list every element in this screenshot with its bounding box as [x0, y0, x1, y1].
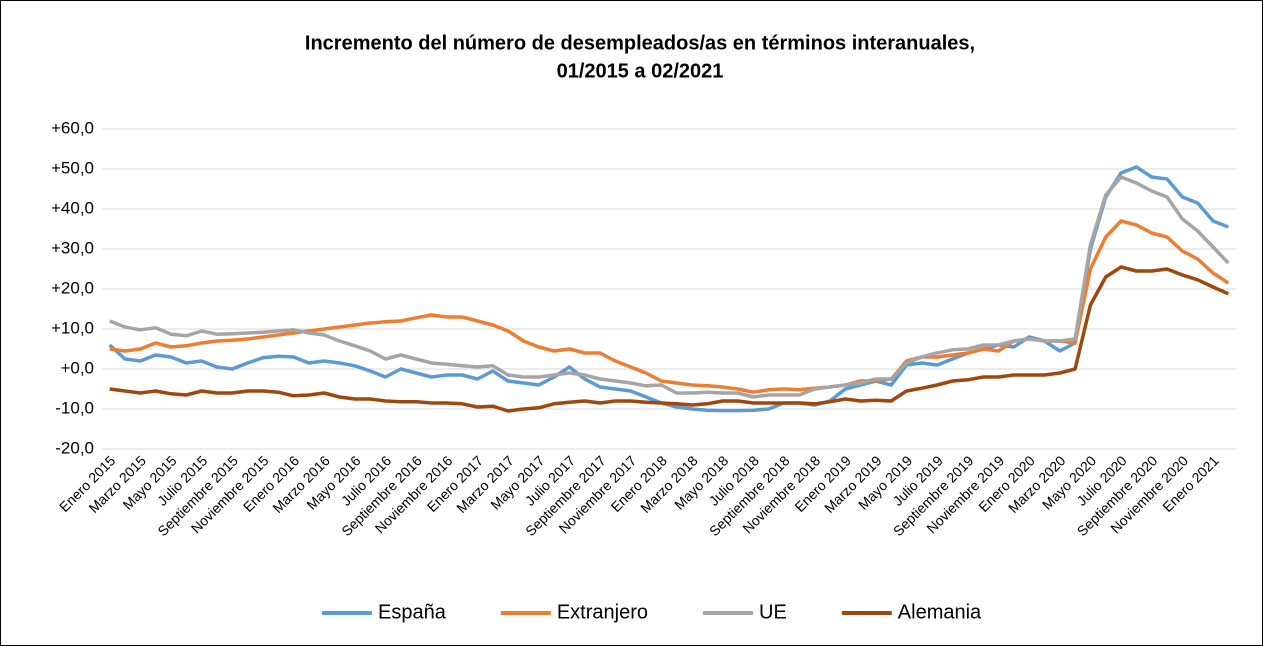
y-tick-label: +40,0	[51, 198, 94, 217]
y-tick-label: +50,0	[51, 158, 94, 177]
y-tick-label: -20,0	[55, 438, 94, 457]
y-tick-label: +60,0	[51, 118, 94, 137]
y-tick-label: +0,0	[60, 358, 94, 377]
legend-label: Alemania	[898, 601, 982, 623]
legend-label: UE	[759, 601, 787, 623]
series-line	[109, 265, 1230, 413]
y-tick-label: +30,0	[51, 238, 94, 257]
y-tick-label: +20,0	[51, 278, 94, 297]
series-line	[109, 175, 1230, 399]
legend-label: España	[378, 601, 447, 623]
chart-title: Incremento del número de desempleados/as…	[305, 32, 975, 54]
y-tick-label: +10,0	[51, 318, 94, 337]
legend-label: Extranjero	[557, 601, 648, 623]
y-tick-label: -10,0	[55, 398, 94, 417]
chart-title: 01/2015 a 02/2021	[557, 60, 724, 82]
